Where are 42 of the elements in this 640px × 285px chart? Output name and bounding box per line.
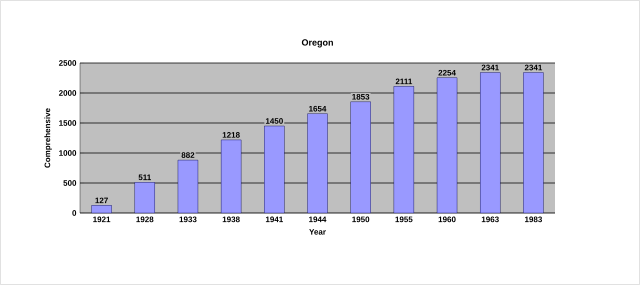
bar xyxy=(264,126,285,214)
data-label: 882 xyxy=(182,152,194,158)
x-tick-label: 1944 xyxy=(309,216,326,222)
x-tick-label: 1921 xyxy=(93,216,110,222)
y-tick-label: 1000 xyxy=(59,150,76,156)
y-axis-title: Comprehensive xyxy=(44,108,52,168)
x-tick-label: 1941 xyxy=(266,216,283,222)
data-label: 1654 xyxy=(309,106,326,112)
data-label: 2341 xyxy=(524,64,542,70)
y-tick-label: 2000 xyxy=(58,90,76,96)
data-label: 2254 xyxy=(438,70,456,76)
chart-title: Oregon xyxy=(302,39,333,48)
x-tick-label: 1983 xyxy=(525,216,542,222)
data-label: 2111 xyxy=(396,78,412,84)
bar xyxy=(307,114,328,214)
bar xyxy=(220,140,242,214)
x-tick-label: 1933 xyxy=(180,216,197,222)
x-tick-label: 1928 xyxy=(136,216,154,222)
bar xyxy=(480,72,500,214)
data-label: 1853 xyxy=(352,94,370,100)
y-tick-label: 1500 xyxy=(59,120,76,126)
bar xyxy=(436,78,458,214)
data-label: 511 xyxy=(138,174,151,180)
bar xyxy=(350,102,371,214)
data-label: 1218 xyxy=(222,132,240,138)
data-label: 1450 xyxy=(266,118,283,124)
bar xyxy=(91,205,112,214)
y-tick-label: 2500 xyxy=(58,60,76,66)
x-axis-title: Year xyxy=(309,229,326,235)
data-label: 2341 xyxy=(482,64,499,70)
data-label: 127 xyxy=(95,198,108,204)
x-tick-label: 1955 xyxy=(395,216,413,222)
bar xyxy=(394,86,414,214)
bar xyxy=(523,72,544,214)
bar xyxy=(134,182,155,214)
bar xyxy=(178,160,198,214)
x-tick-label: 1963 xyxy=(482,216,499,222)
x-tick-label: 1960 xyxy=(438,216,456,222)
y-tick-label: 0 xyxy=(72,210,76,216)
y-tick-label: 500 xyxy=(63,180,76,186)
x-tick-label: 1938 xyxy=(222,216,240,222)
x-tick-label: 1950 xyxy=(352,216,370,222)
